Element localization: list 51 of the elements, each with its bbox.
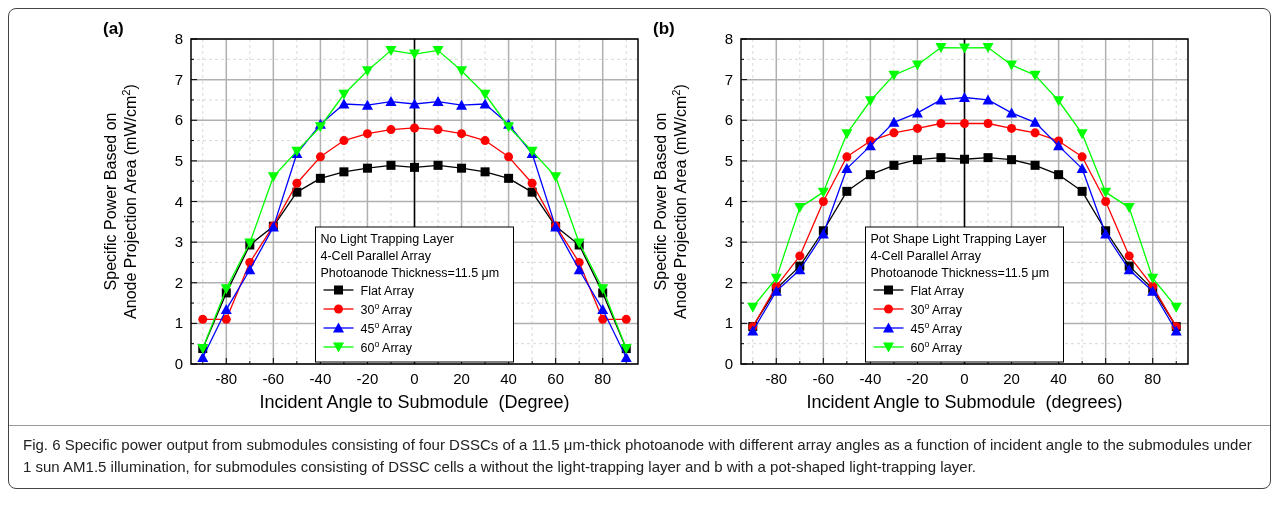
chart-title: (a) [103,19,124,38]
x-axis-title: Incident Angle to Submodule (Degree) [259,392,570,412]
x-tick-label: -40 [309,370,332,387]
x-tick-label: 20 [453,370,470,387]
chart-title: (b) [653,19,675,38]
legend-label: Flat Array [360,284,415,298]
y-tick-label: 0 [724,355,733,372]
legend-label: 45$^{o}$ Array [360,320,413,336]
y-tick-label: 1 [174,314,183,332]
legend-title: No Light Trapping Layer 4-Cell Parallel Array Photoanode Thickness=11.5 μm [320,232,500,280]
y-tick-label: 8 [174,30,183,47]
y-tick-label: 7 [174,70,183,88]
x-tick-label: -60 [812,370,835,387]
x-tick-label: 40 [500,370,517,387]
y-tick-label: 4 [174,192,183,210]
y-tick-label: 0 [174,355,183,372]
legend-label: 60$^{o}$ Array [910,339,963,355]
y-tick-label: 5 [724,151,733,169]
x-tick-label: -20 [906,370,929,387]
x-tick-label: 60 [547,370,564,387]
legend-title: Pot Shape Light Trapping Layer 4-Cell Parallel Array Photoanode Thickness=11.5 μm [870,232,1050,280]
x-tick-label: 0 [410,370,419,387]
y-tick-label: 8 [724,30,733,47]
y-tick-label: 7 [724,70,733,88]
x-axis-title: Incident Angle to Submodule (degrees) [806,392,1123,412]
legend-label: 45$^{o}$ Array [910,320,963,336]
y-tick-label: 2 [724,273,733,291]
x-tick-label: -80 [215,370,238,387]
x-tick-label: 0 [960,370,969,387]
x-tick-label: -40 [859,370,882,387]
legend-label: 30$^{o}$ Array [360,301,413,317]
x-tick-label: -60 [262,370,285,387]
x-tick-label: 80 [594,370,612,387]
caption: Fig. 6 Specific power output from submodules consisting of four DSSCs of a 11.5 μm-thick photoanode with different array angles as a function of incident angle to the submodules under 1 sun AM1.5 illumination, for submodules consisting of DSSC cells a without the light-trapping layer and b with a pot-shaped light-trapping layer. [9,425,1270,488]
y-tick-label: 6 [174,111,183,129]
x-tick-label: -80 [765,370,788,387]
y-tick-label: 2 [174,273,183,291]
y-tick-label: 1 [724,314,733,332]
y-tick-label: 3 [174,233,183,251]
y-tick-label: 3 [724,233,733,251]
x-tick-label: -20 [356,370,379,387]
x-tick-label: 80 [1144,370,1162,387]
x-tick-label: 60 [1097,370,1114,387]
y-tick-label: 4 [724,192,733,210]
x-tick-label: 40 [1050,370,1067,387]
legend-label: 60$^{o}$ Array [360,339,413,355]
legend-label: Flat Array [910,284,965,298]
legend-label: 30$^{o}$ Array [910,301,963,317]
y-tick-label: 6 [724,111,733,129]
y-tick-label: 5 [174,151,183,169]
x-tick-label: 20 [1003,370,1020,387]
